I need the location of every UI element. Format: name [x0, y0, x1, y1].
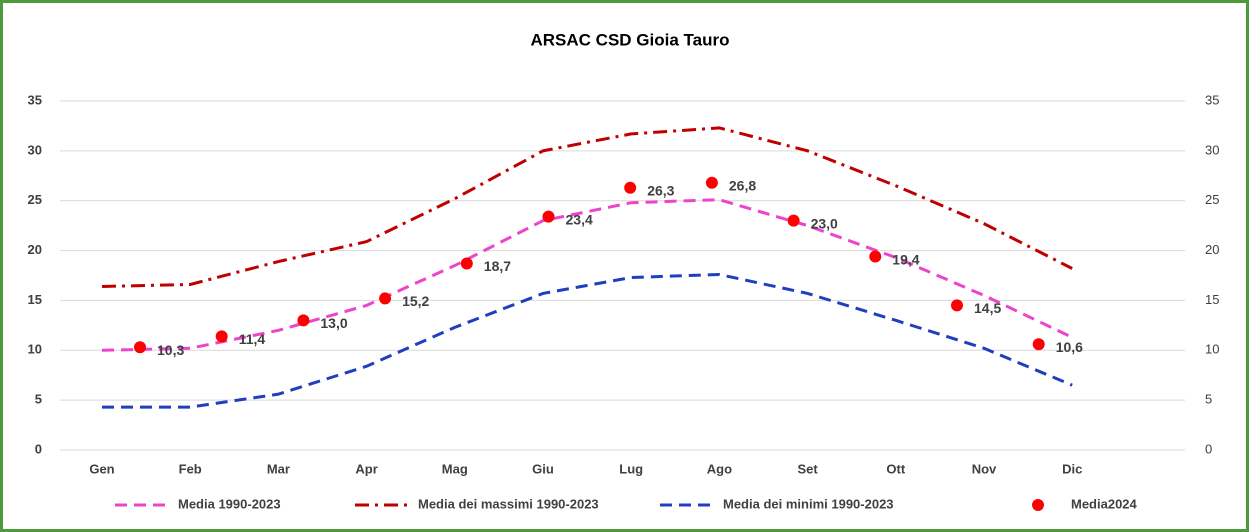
x-tick-label: Nov: [972, 461, 997, 476]
data-label: 23,0: [811, 215, 838, 231]
y-tick-label: 25: [28, 192, 42, 207]
y2-tick-label: 20: [1205, 242, 1219, 257]
series-line: [102, 272, 1073, 409]
x-tick-label: Giu: [532, 461, 554, 476]
data-point: [297, 314, 310, 327]
x-tick-label: Gen: [89, 461, 114, 476]
legend-label: Media dei massimi 1990-2023: [418, 496, 599, 511]
data-point: [134, 341, 146, 354]
x-tick-label: Ago: [707, 461, 732, 476]
x-tick-label: Apr: [355, 461, 377, 476]
x-tick-label: Lug: [619, 461, 643, 476]
x-tick-label: Dic: [1062, 461, 1082, 476]
data-point: [951, 299, 963, 312]
data-point: [624, 181, 637, 194]
data-label: 10,6: [1056, 339, 1083, 355]
y2-tick-label: 15: [1205, 292, 1219, 307]
y-tick-label: 30: [28, 142, 42, 157]
y2-tick-label: 10: [1205, 342, 1219, 357]
data-label: 26,3: [647, 182, 674, 198]
chart-title: ARSAC CSD Gioia Tauro: [531, 30, 730, 49]
data-label: 15,2: [402, 293, 429, 309]
data-label: 13,0: [320, 315, 347, 331]
data-point: [787, 214, 800, 227]
x-tick-label: Ott: [886, 461, 905, 476]
y-tick-label: 10: [28, 342, 42, 357]
legend-label: Media2024: [1071, 496, 1138, 511]
data-label: 18,7: [484, 258, 511, 274]
data-point: [215, 330, 228, 343]
y2-tick-label: 35: [1205, 92, 1219, 107]
data-label: 14,5: [974, 300, 1001, 316]
y2-tick-label: 30: [1205, 142, 1219, 157]
x-tick-label: Set: [797, 461, 818, 476]
data-point: [869, 250, 882, 263]
data-label: 11,4: [239, 331, 266, 347]
legend-marker: [1032, 499, 1044, 511]
data-label: 19,4: [892, 251, 919, 267]
y2-tick-label: 0: [1205, 441, 1212, 456]
x-tick-label: Mag: [442, 461, 468, 476]
data-point: [379, 292, 392, 305]
y2-tick-label: 5: [1205, 392, 1212, 407]
legend-label: Media dei minimi 1990-2023: [723, 496, 894, 511]
y-tick-label: 20: [28, 242, 42, 257]
x-tick-label: Mar: [267, 461, 290, 476]
legend-label: Media 1990-2023: [178, 496, 281, 511]
y2-tick-label: 25: [1205, 192, 1219, 207]
y-tick-label: 5: [35, 392, 42, 407]
data-point: [705, 176, 718, 189]
y-tick-label: 15: [28, 292, 42, 307]
data-label: 26,8: [729, 177, 756, 193]
data-label: 23,4: [566, 211, 593, 227]
x-tick-label: Feb: [179, 461, 202, 476]
series-line: [101, 126, 1073, 288]
data-point: [542, 210, 555, 223]
data-point: [460, 257, 473, 270]
series-line: [101, 198, 1073, 352]
y-tick-label: 0: [35, 441, 42, 456]
data-point: [1032, 338, 1045, 351]
data-label: 10,3: [157, 342, 184, 358]
y-tick-label: 35: [28, 92, 42, 107]
